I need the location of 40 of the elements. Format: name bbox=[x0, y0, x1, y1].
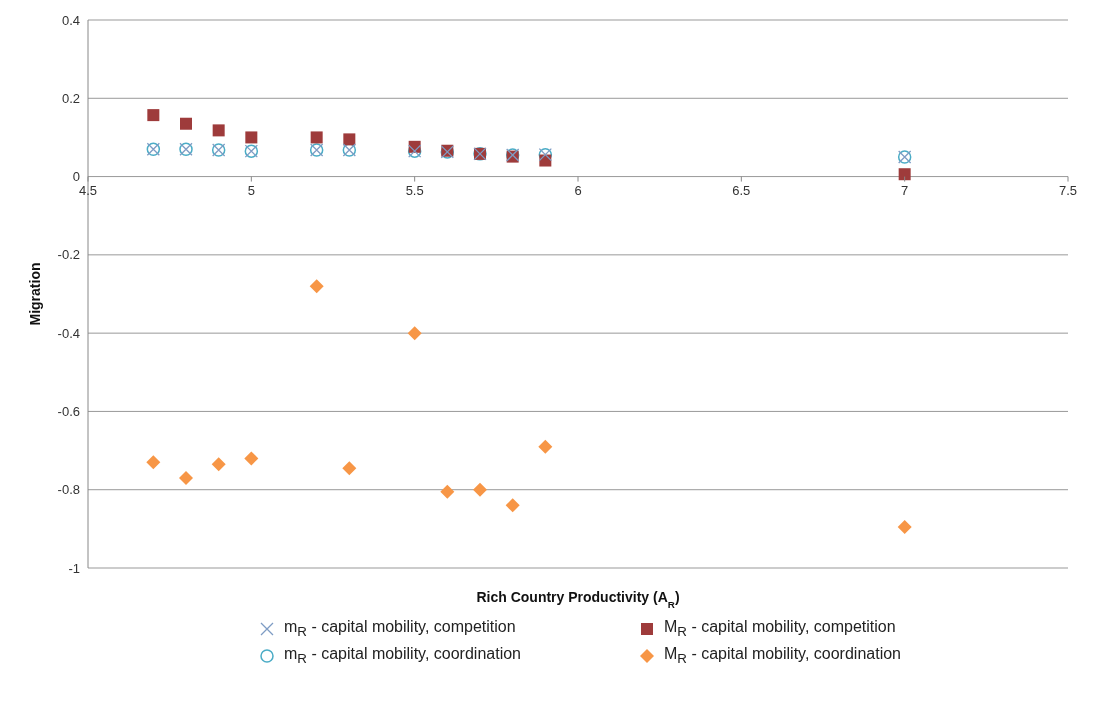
point bbox=[505, 498, 520, 513]
point bbox=[342, 461, 357, 476]
y-tick-label: 0 bbox=[72, 169, 80, 185]
legend-label: M$_{R}$ - capital mobility, competition bbox=[664, 618, 896, 640]
point bbox=[343, 133, 356, 146]
point bbox=[245, 131, 258, 144]
x-tick-label: 6 bbox=[574, 182, 582, 198]
point bbox=[898, 168, 911, 181]
point bbox=[310, 131, 323, 144]
y-tick-label: -0.4 bbox=[57, 325, 80, 341]
point bbox=[473, 482, 487, 497]
point bbox=[147, 109, 160, 122]
point bbox=[538, 439, 553, 454]
y-tick-label: -1 bbox=[68, 560, 80, 576]
x-tick-label: 7.5 bbox=[1058, 182, 1078, 198]
legend-label: m$_{R}$ - capital mobility, coordination bbox=[284, 645, 521, 667]
x-tick-label: 6.5 bbox=[732, 182, 751, 198]
y-tick-label: -0.6 bbox=[57, 404, 80, 420]
y-axis-title: Migration bbox=[27, 262, 43, 326]
y-tick-label: 0.4 bbox=[61, 12, 80, 28]
point bbox=[244, 451, 259, 466]
point bbox=[897, 519, 912, 534]
point bbox=[212, 124, 225, 137]
point bbox=[407, 326, 422, 341]
y-tick-label: 0.2 bbox=[61, 90, 80, 106]
x-axis-title: Rich Country Productivity (A$_{R}$) bbox=[476, 589, 680, 610]
legend-label: M$_{R}$ - capital mobility, coordination bbox=[664, 645, 901, 667]
point bbox=[179, 470, 193, 485]
x-tick-label: 5.5 bbox=[405, 182, 424, 198]
point bbox=[211, 457, 226, 472]
point bbox=[309, 279, 324, 294]
y-tick-label: -0.8 bbox=[57, 482, 80, 498]
x-tick-label: 4.5 bbox=[78, 182, 98, 198]
y-tick-label: -0.2 bbox=[57, 247, 80, 263]
point bbox=[146, 455, 161, 470]
legend-label: m$_{R}$ - capital mobility, competition bbox=[284, 618, 516, 640]
x-tick-label: 7 bbox=[901, 182, 909, 198]
x-tick-label: 5 bbox=[247, 182, 255, 198]
point bbox=[440, 484, 455, 499]
point bbox=[180, 117, 192, 130]
